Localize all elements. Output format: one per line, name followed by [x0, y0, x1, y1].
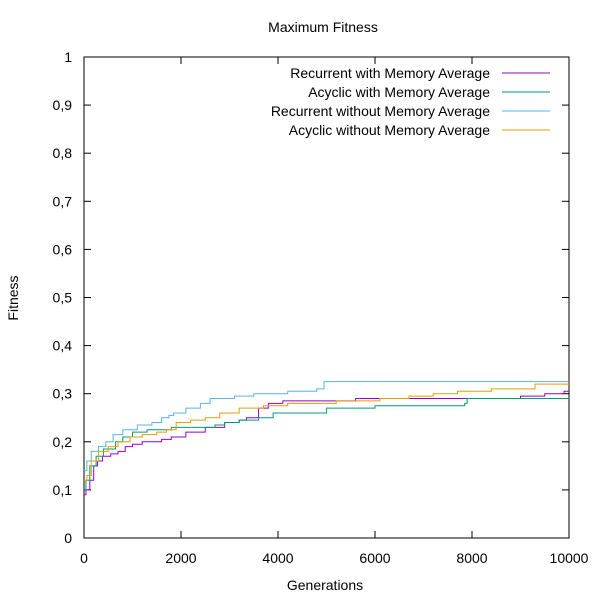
y-tick-label: 0,7	[53, 193, 73, 209]
series-line-3	[84, 381, 569, 472]
x-tick-label: 10000	[550, 550, 589, 566]
series-line-4	[84, 383, 569, 481]
legend-label-2: Acyclic with Memory Average	[308, 84, 490, 100]
y-tick-label: 0	[64, 530, 72, 546]
x-tick-label: 2000	[165, 550, 196, 566]
legend: Recurrent with Memory Average Acyclic wit…	[271, 65, 550, 138]
y-tick-label: 0,1	[53, 482, 73, 498]
y-tick-label: 0,4	[53, 338, 73, 354]
legend-label-4: Acyclic without Memory Average	[289, 122, 490, 138]
y-tick-label: 0,3	[53, 386, 73, 402]
y-tick-label: 1	[64, 49, 72, 65]
y-tick-label: 0,5	[53, 290, 73, 306]
axis-ticks: 0 0,1 0,2 0,3 0,4 0,5 0,6 0,7 0,8 0,9 1 0 2000 4000 60…	[53, 49, 589, 566]
x-tick-label: 6000	[359, 550, 390, 566]
x-tick-label: 0	[80, 550, 88, 566]
x-tick-label: 4000	[262, 550, 293, 566]
x-axis-label: Generations	[287, 577, 363, 593]
series-layer	[84, 381, 569, 496]
series-line-2	[84, 398, 569, 491]
legend-label-1: Recurrent with Memory Average	[290, 65, 490, 81]
legend-label-3: Recurrent without Memory Average	[271, 103, 490, 119]
y-tick-label: 0,2	[53, 434, 73, 450]
x-tick-label: 8000	[456, 550, 487, 566]
y-tick-label: 0,9	[53, 97, 73, 113]
y-tick-label: 0,6	[53, 241, 73, 257]
chart-title: Maximum Fitness	[268, 19, 378, 35]
series-line-1	[84, 390, 569, 496]
y-tick-label: 0,8	[53, 145, 73, 161]
y-axis-label: Fitness	[5, 275, 21, 320]
